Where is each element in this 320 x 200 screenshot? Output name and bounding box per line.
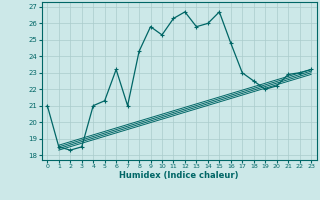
X-axis label: Humidex (Indice chaleur): Humidex (Indice chaleur) (119, 171, 239, 180)
